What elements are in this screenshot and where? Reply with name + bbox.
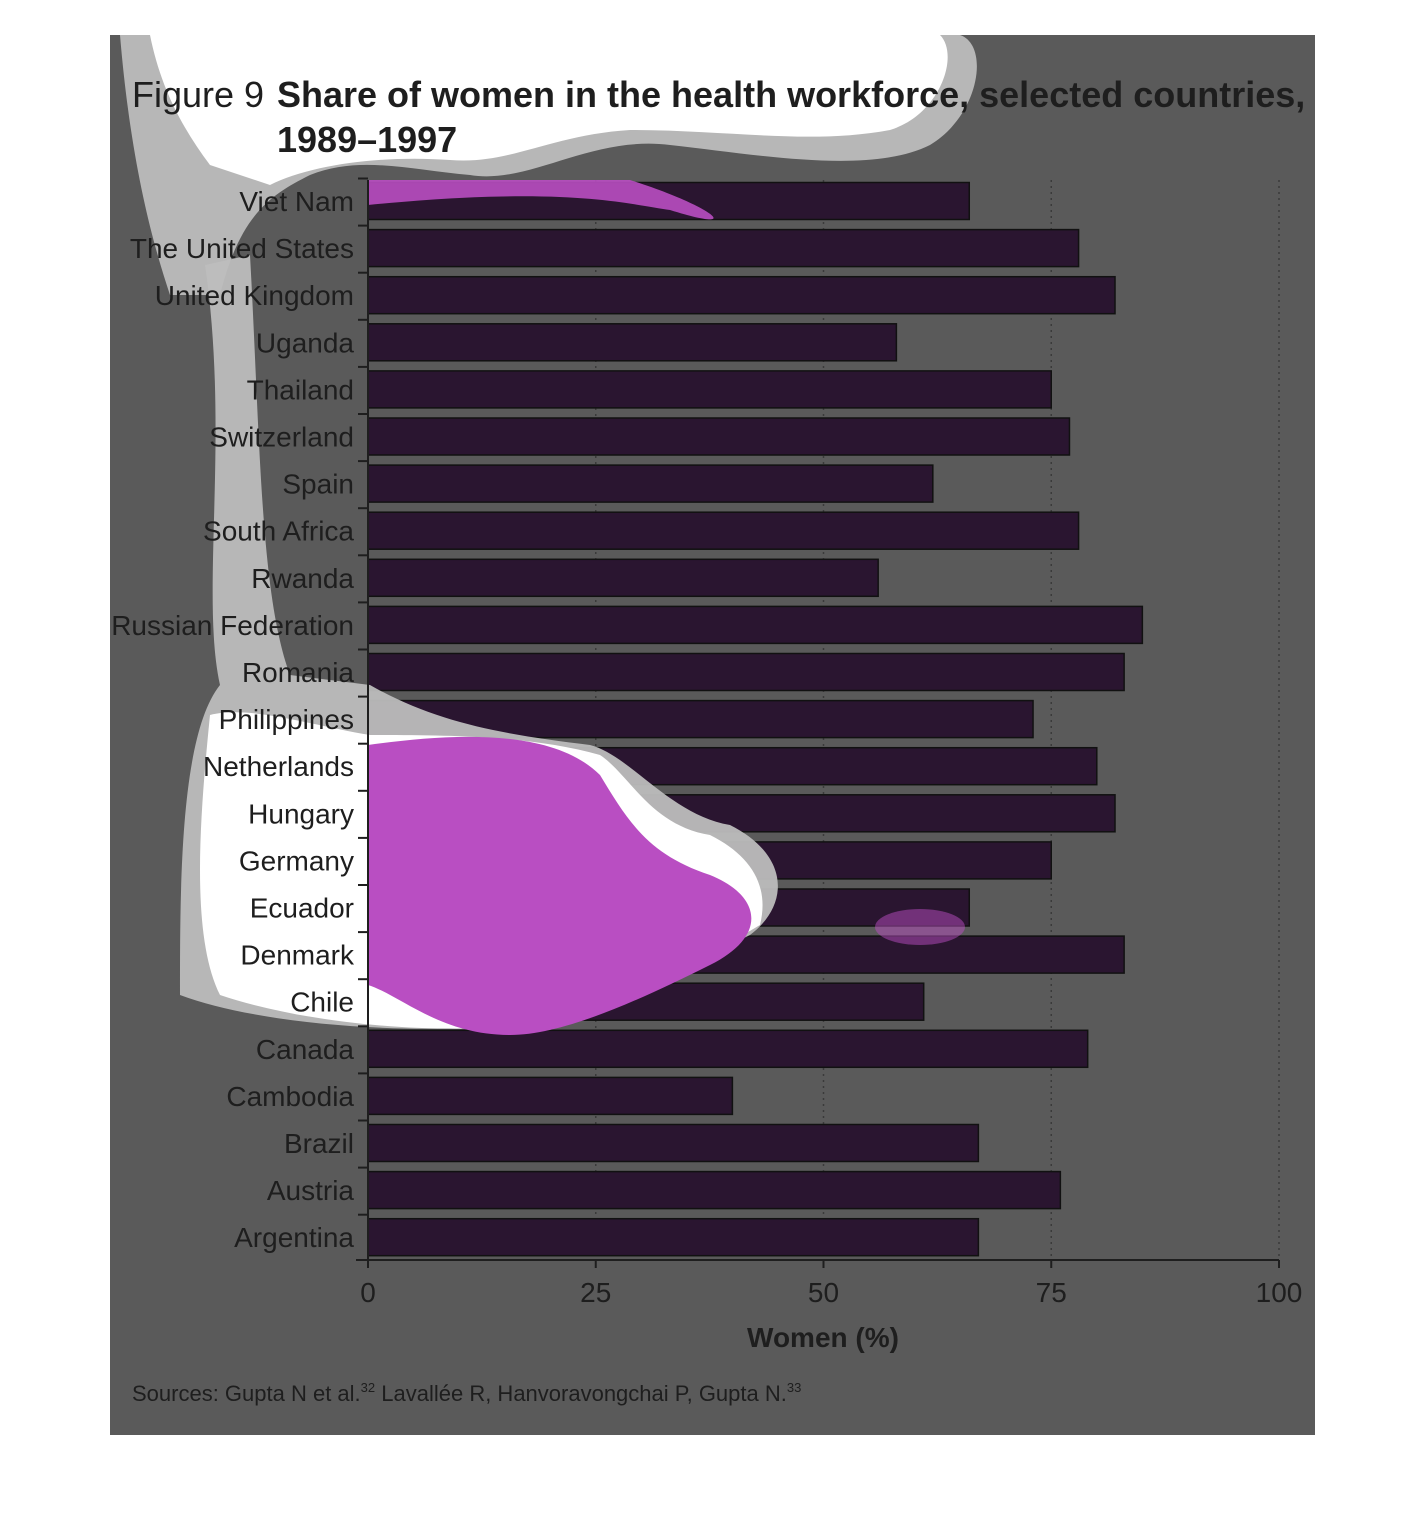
bar [367,1217,980,1257]
y-tick-label: Rwanda [251,563,354,594]
bar [367,1123,980,1163]
chart-title: Share of women in the health workforce, … [277,74,1305,115]
bar [367,464,934,503]
bar [367,228,1080,268]
source-note: Sources: Gupta N et al.32 Lavallée R, Ha… [132,1380,801,1406]
bar [367,511,1080,550]
y-tick-label: Philippines [219,704,354,735]
y-tick-label: Romania [242,657,354,688]
y-tick-label: Cambodia [226,1081,354,1112]
y-tick-label: Netherlands [203,751,354,782]
y-tick-label: Chile [290,987,354,1018]
bar [367,1076,734,1116]
y-tick-label: Switzerland [209,422,354,453]
bar [367,370,1052,409]
y-tick-label: Russian Federation [111,610,354,641]
y-tick-label: Hungary [248,798,354,829]
y-tick-label: The United States [130,233,354,264]
bar [367,558,879,598]
bar [367,605,1144,645]
heatmap-overlay [120,35,977,1035]
x-axis-label: Women (%) [747,1322,899,1353]
x-tick-label: 100 [1256,1277,1303,1308]
bar-chart: 0 25 50 75 100 Viet Nam The United States Unite… [111,35,1305,1406]
bar [367,652,1125,692]
overlay-blob-magenta-top [368,180,714,220]
bar [367,1170,1062,1210]
y-tick-label: Thailand [247,374,354,405]
bar [367,275,1116,315]
y-tick-label: Viet Nam [239,186,354,217]
y-tick-label: Spain [282,469,354,500]
overlay-blob-small [875,909,965,945]
figure-label: Figure 9 [132,74,264,115]
y-tick-label: Denmark [240,940,355,971]
y-tick-label: Germany [239,845,354,876]
x-tick-label: 75 [1036,1277,1067,1308]
bar [367,323,898,362]
bar [367,417,1071,456]
overlay-blob-magenta [368,736,752,1035]
y-tick-label: Canada [256,1034,355,1065]
y-tick-label: South Africa [203,516,354,547]
y-tick-label: Argentina [234,1222,354,1253]
y-tick-label: Brazil [284,1128,354,1159]
overlay-blob-top-inner [150,35,948,185]
x-tick-label: 25 [580,1277,611,1308]
y-tick-label: United Kingdom [155,280,354,311]
x-tick-label: 50 [808,1277,839,1308]
x-tick-label: 0 [360,1277,376,1308]
y-tick-label: Ecuador [250,893,354,924]
y-tick-label: Uganda [256,327,355,358]
chart-title-line2: 1989–1997 [277,119,457,160]
y-tick-label: Austria [267,1175,355,1206]
bar [367,1029,1089,1069]
chart-panel: 0 25 50 75 100 Viet Nam The United States Unite… [110,35,1315,1435]
